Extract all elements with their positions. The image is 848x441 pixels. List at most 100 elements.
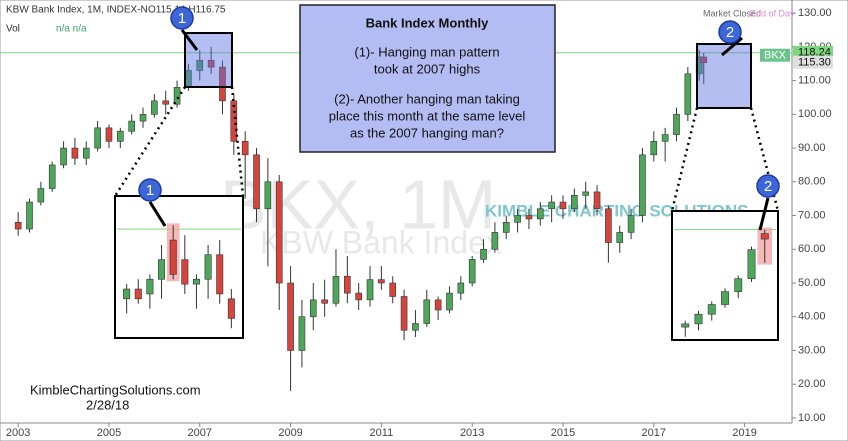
price-tag [793,55,833,69]
candle-body [673,114,680,135]
candle-body [181,259,189,285]
y-tick-label: 110.00 [798,75,831,87]
candle-body [207,60,215,68]
status: Market Closed [703,8,761,18]
candle-body [26,201,33,230]
candle-body [241,141,249,156]
candle-body [378,279,385,284]
candle-body [134,288,142,300]
candle-body [146,278,154,295]
candle-body [734,278,743,292]
candle-body [14,221,22,230]
marker-circle [170,6,194,30]
candle-body [491,232,499,250]
candle-body [309,299,317,318]
candle-body [681,323,690,328]
price-tag-label: 115.30 [798,57,831,69]
marker-arrow [148,201,167,227]
candle-body [94,127,101,149]
volume-label: Vol [6,24,20,35]
candle-body [639,154,646,216]
zoom-line [230,86,245,197]
candle-body [192,278,200,285]
x-tick-label: 2011 [370,427,394,439]
symbol-label: BKX [764,50,787,62]
candle-body [151,100,158,115]
candle-body [123,288,131,300]
marker-arrow [180,29,199,51]
candle-body [684,73,692,115]
annotation-title: Bank Index Monthly [366,15,490,30]
candle-body [661,134,669,142]
x-tick-label: 2015 [551,427,575,439]
candle-body [747,249,756,280]
candle-body [457,282,465,294]
candle-body [582,191,589,196]
candle-body [593,191,601,210]
marker-label: 2 [726,24,734,41]
candle-body [559,201,567,210]
y-tick-label: 20.00 [798,378,826,390]
candle-body [548,201,555,210]
candle-body [616,232,624,243]
symbol-tag [760,48,790,62]
candle-body [707,304,716,315]
candle-body [275,181,283,284]
candle-body [721,291,729,305]
candle-body [37,188,45,203]
candle-body [468,259,476,284]
x-tick-label: 2005 [97,427,121,439]
candle-body [400,296,408,331]
annotation-box [299,4,556,153]
candle-body [627,215,635,233]
candle-body [502,221,510,233]
y-tick-label: 80.00 [798,176,826,188]
candle-body [480,248,487,260]
candle-body [162,100,170,105]
y-tick-label: 100.00 [798,108,832,120]
y-tick-label: 40.00 [798,311,826,323]
annotation: took at 2007 highs [374,61,481,76]
annotation: place this month at the same level [329,108,526,123]
x-tick-label: 2007 [188,427,212,439]
candle-body [196,60,204,71]
candle-body [536,208,544,220]
candle-body [158,259,166,280]
marker-circle [718,20,742,44]
candle-body [332,275,340,304]
header: KBW Bank Index, 1M, INDEX-N [6,5,148,16]
watermark-sub: KBW Bank Index [260,224,502,260]
y-tick-label: 50.00 [798,277,826,289]
marker-arrow [721,36,743,57]
candle-body [605,208,612,243]
candle-body [253,154,260,210]
annotation: (2)- Another hanging man taking [334,91,520,106]
candle-body [287,282,294,351]
y-tick-label: 90.00 [798,142,826,154]
candle-body [389,282,397,297]
marker-label: 2 [764,178,772,195]
candle-body [298,316,306,351]
candle-body [82,147,90,159]
candle-body [412,323,419,331]
x-tick-label: 2013 [460,427,484,439]
marker-label: 1 [178,10,186,27]
volume-values: n/a n/a [56,24,87,35]
x-tick-label: 2019 [732,427,756,439]
candle-body [216,254,224,295]
candle-body [446,292,453,311]
candle-body [117,130,124,142]
inset [114,195,244,339]
candle-body [128,120,135,132]
candle-body [650,141,658,156]
price-tag-label: 118.24 [798,47,831,59]
annotation: as the 2007 hanging man? [350,125,504,140]
marker-circle [138,178,162,202]
candle-body [60,147,67,166]
source: KimbleChartingSolutions.com [30,382,201,397]
y-tick-label: 30.00 [798,344,826,356]
marker-circle [756,174,780,198]
plot: 10.00 20.00 30.00 40.00 50.00 60.00 70.00 80.00… [0,0,833,439]
status: End of Day [750,8,795,18]
